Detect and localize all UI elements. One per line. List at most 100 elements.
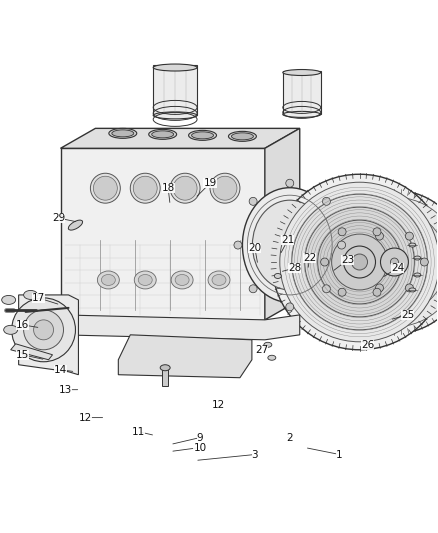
Text: 18: 18 [162, 183, 175, 193]
Text: 12: 12 [212, 400, 225, 410]
Circle shape [286, 303, 294, 311]
Bar [153, 66, 197, 116]
Ellipse shape [268, 356, 276, 360]
Ellipse shape [242, 188, 337, 302]
Ellipse shape [213, 176, 237, 200]
Circle shape [420, 258, 428, 266]
Text: 27: 27 [255, 345, 268, 355]
Ellipse shape [24, 290, 38, 300]
Ellipse shape [414, 273, 421, 277]
Text: 12: 12 [79, 413, 92, 423]
Text: 9: 9 [197, 433, 203, 442]
Ellipse shape [90, 173, 120, 203]
Circle shape [34, 320, 53, 340]
Circle shape [322, 197, 330, 205]
Ellipse shape [153, 64, 197, 71]
Ellipse shape [130, 173, 160, 203]
Ellipse shape [68, 220, 83, 230]
Circle shape [12, 298, 75, 362]
Ellipse shape [191, 132, 213, 139]
Text: 26: 26 [361, 340, 374, 350]
Text: 25: 25 [401, 310, 414, 320]
Ellipse shape [138, 274, 152, 286]
Ellipse shape [101, 274, 115, 286]
Circle shape [375, 232, 384, 240]
Circle shape [305, 207, 414, 317]
Circle shape [318, 220, 401, 304]
Text: 22: 22 [303, 253, 316, 263]
Circle shape [338, 241, 346, 249]
Ellipse shape [208, 271, 230, 289]
Circle shape [338, 228, 346, 236]
Ellipse shape [93, 176, 117, 200]
Polygon shape [19, 295, 78, 375]
Circle shape [249, 197, 257, 205]
Ellipse shape [2, 295, 16, 304]
Polygon shape [265, 128, 300, 320]
Circle shape [249, 285, 257, 293]
Ellipse shape [229, 131, 256, 141]
Polygon shape [60, 315, 300, 340]
Circle shape [338, 288, 346, 296]
Ellipse shape [149, 130, 177, 139]
Circle shape [343, 210, 438, 314]
Text: 10: 10 [194, 442, 207, 453]
Ellipse shape [134, 271, 156, 289]
Circle shape [406, 284, 413, 292]
Ellipse shape [153, 112, 197, 119]
Ellipse shape [173, 176, 197, 200]
Circle shape [286, 179, 294, 187]
Text: 2: 2 [286, 433, 293, 442]
Ellipse shape [409, 243, 416, 247]
Text: 20: 20 [248, 243, 261, 253]
Circle shape [381, 248, 408, 276]
Bar [162, 368, 168, 386]
Polygon shape [118, 335, 252, 378]
Ellipse shape [97, 271, 119, 289]
Ellipse shape [133, 176, 157, 200]
Ellipse shape [210, 173, 240, 203]
Text: 29: 29 [52, 213, 65, 223]
Text: 21: 21 [281, 235, 294, 245]
Circle shape [360, 258, 368, 266]
Polygon shape [60, 148, 265, 320]
Circle shape [375, 284, 384, 292]
Polygon shape [11, 344, 53, 360]
Ellipse shape [264, 342, 272, 348]
Text: 1: 1 [336, 449, 343, 459]
Ellipse shape [170, 173, 200, 203]
Ellipse shape [212, 274, 226, 286]
Circle shape [352, 254, 367, 270]
Circle shape [373, 288, 381, 296]
Circle shape [321, 258, 328, 266]
Circle shape [332, 234, 388, 290]
Bar [283, 71, 321, 115]
Text: 19: 19 [203, 178, 217, 188]
Text: 13: 13 [59, 385, 72, 394]
Circle shape [390, 258, 399, 266]
Ellipse shape [252, 200, 327, 290]
Ellipse shape [283, 111, 321, 117]
Text: 16: 16 [16, 320, 29, 330]
Text: 17: 17 [32, 293, 45, 303]
Circle shape [406, 232, 413, 240]
Circle shape [280, 182, 438, 342]
Ellipse shape [189, 131, 216, 140]
Text: 24: 24 [391, 263, 404, 273]
Circle shape [322, 285, 330, 293]
Circle shape [24, 310, 64, 350]
Circle shape [323, 190, 438, 334]
Ellipse shape [152, 131, 173, 138]
Polygon shape [60, 128, 300, 148]
Ellipse shape [175, 274, 189, 286]
Text: 14: 14 [54, 365, 67, 375]
Ellipse shape [414, 256, 421, 260]
Ellipse shape [160, 365, 170, 371]
Text: 23: 23 [341, 255, 354, 265]
Circle shape [370, 237, 419, 287]
Circle shape [292, 194, 427, 330]
Circle shape [357, 224, 432, 300]
Circle shape [373, 228, 381, 236]
Ellipse shape [231, 133, 254, 140]
Ellipse shape [109, 128, 137, 139]
